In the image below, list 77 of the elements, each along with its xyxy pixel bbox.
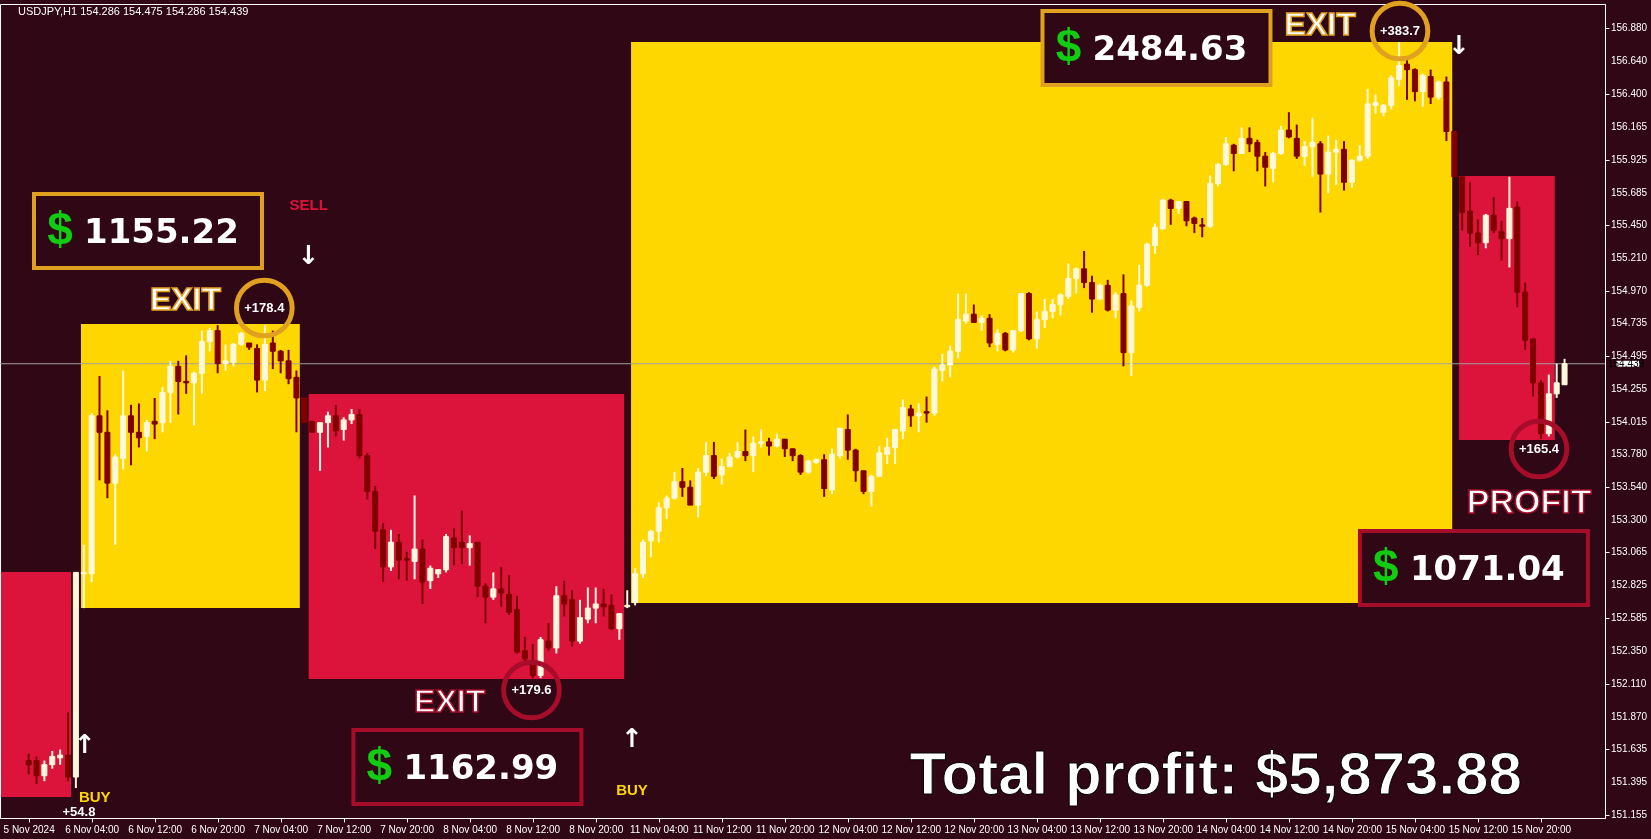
x-tick-label: 13 Nov 04:00: [1007, 823, 1068, 835]
y-tick-label: 153.065: [1611, 546, 1648, 558]
annotation: $2484.63: [1055, 20, 1248, 72]
y-tick-label: 153.780: [1611, 448, 1648, 460]
x-tick-label: 14 Nov 04:00: [1196, 823, 1257, 835]
y-tick-label: 151.870: [1611, 710, 1648, 722]
annotation: +165.4: [1518, 441, 1560, 456]
y-tick-label: 151.635: [1611, 742, 1648, 754]
annotation: BUY: [78, 788, 111, 805]
x-tick-label: 11 Nov 12:00: [692, 823, 753, 835]
x-tick-label: 15 Nov 20:00: [1511, 823, 1572, 835]
y-tick-label: 154.970: [1611, 284, 1648, 296]
y-tick-label: 156.880: [1611, 22, 1648, 34]
annotation: +178.4: [244, 300, 286, 315]
annotation: ↑: [621, 723, 643, 753]
candlestick: [1175, 200, 1182, 215]
x-tick-label: 11 Nov 20:00: [755, 823, 816, 835]
candlestick: [923, 395, 930, 424]
candlestick: [403, 550, 410, 582]
candlestick: [545, 622, 552, 652]
candlestick: [1199, 217, 1206, 239]
annotation: SELL: [289, 196, 328, 213]
y-tick-label: 155.925: [1611, 153, 1648, 165]
x-tick-label: 12 Nov 12:00: [881, 823, 942, 835]
x-tick-label: 8 Nov 04:00: [443, 823, 498, 835]
x-tick-label: 13 Nov 12:00: [1070, 823, 1131, 835]
x-tick-label: 14 Nov 20:00: [1322, 823, 1383, 835]
x-tick-label: 8 Nov 12:00: [506, 823, 561, 835]
x-tick-label: 13 Nov 20:00: [1133, 823, 1194, 835]
x-tick-label: 12 Nov 20:00: [944, 823, 1005, 835]
y-tick-label: 151.395: [1611, 775, 1648, 787]
y-tick-label: 156.165: [1611, 120, 1648, 132]
x-tick-label: 8 Nov 20:00: [569, 823, 624, 835]
annotation: +179.6: [511, 682, 552, 697]
y-tick-label: 152.350: [1611, 644, 1648, 656]
x-tick-label: 12 Nov 04:00: [818, 823, 879, 835]
annotation: $1162.99: [366, 739, 559, 791]
y-tick-label: 154.015: [1611, 415, 1648, 427]
x-tick-label: 7 Nov 04:00: [254, 823, 309, 835]
x-tick-label: 7 Nov 12:00: [317, 823, 372, 835]
annotation: EXIT: [1284, 6, 1357, 42]
annotation: $1155.22: [47, 203, 239, 255]
x-tick-label: 14 Nov 12:00: [1259, 823, 1320, 835]
y-tick-label: 154.255: [1611, 383, 1648, 395]
x-tick-label: 5 Nov 2024: [3, 823, 56, 835]
annotation: PROFIT: [1466, 482, 1592, 520]
x-tick-label: 7 Nov 20:00: [380, 823, 435, 835]
y-tick-label: 156.400: [1611, 88, 1648, 100]
y-tick-label: 156.640: [1611, 55, 1648, 67]
x-tick-label: 15 Nov 04:00: [1385, 823, 1446, 835]
annotation: Total profit: $5,873.88: [909, 740, 1522, 807]
annotation: EXIT: [149, 281, 222, 317]
annotation: ↑: [74, 729, 96, 759]
x-tick-label: 6 Nov 12:00: [128, 823, 183, 835]
annotation: +54.8: [62, 804, 96, 819]
x-tick-label: 6 Nov 20:00: [191, 823, 246, 835]
y-tick-label: 155.210: [1611, 251, 1648, 263]
y-tick-label: 151.155: [1611, 808, 1648, 820]
y-tick-label: 152.110: [1611, 677, 1647, 689]
y-tick-label: 153.300: [1611, 514, 1648, 526]
candlestick: [758, 428, 765, 449]
annotation: ↓: [1448, 30, 1471, 60]
annotation: EXIT: [414, 683, 486, 719]
annotation: +383.7: [1379, 23, 1421, 38]
annotation: BUY: [616, 781, 648, 798]
x-tick-label: 6 Nov 04:00: [65, 823, 120, 835]
x-tick-label: 15 Nov 12:00: [1448, 823, 1509, 835]
annotation: ↓: [297, 240, 320, 270]
chart-title: USDJPY,H1 154.286 154.475 154.286 154.439: [18, 5, 249, 17]
annotation: $1071.04: [1373, 540, 1565, 592]
y-tick-label: 154.735: [1611, 317, 1648, 329]
y-tick-label: 155.450: [1611, 218, 1648, 230]
y-tick-label: 155.685: [1611, 186, 1648, 198]
y-tick-label: 152.585: [1611, 612, 1648, 624]
x-tick-label: 11 Nov 04:00: [629, 823, 690, 835]
y-tick-label: 152.825: [1611, 579, 1648, 591]
y-tick-label: 153.540: [1611, 481, 1648, 493]
